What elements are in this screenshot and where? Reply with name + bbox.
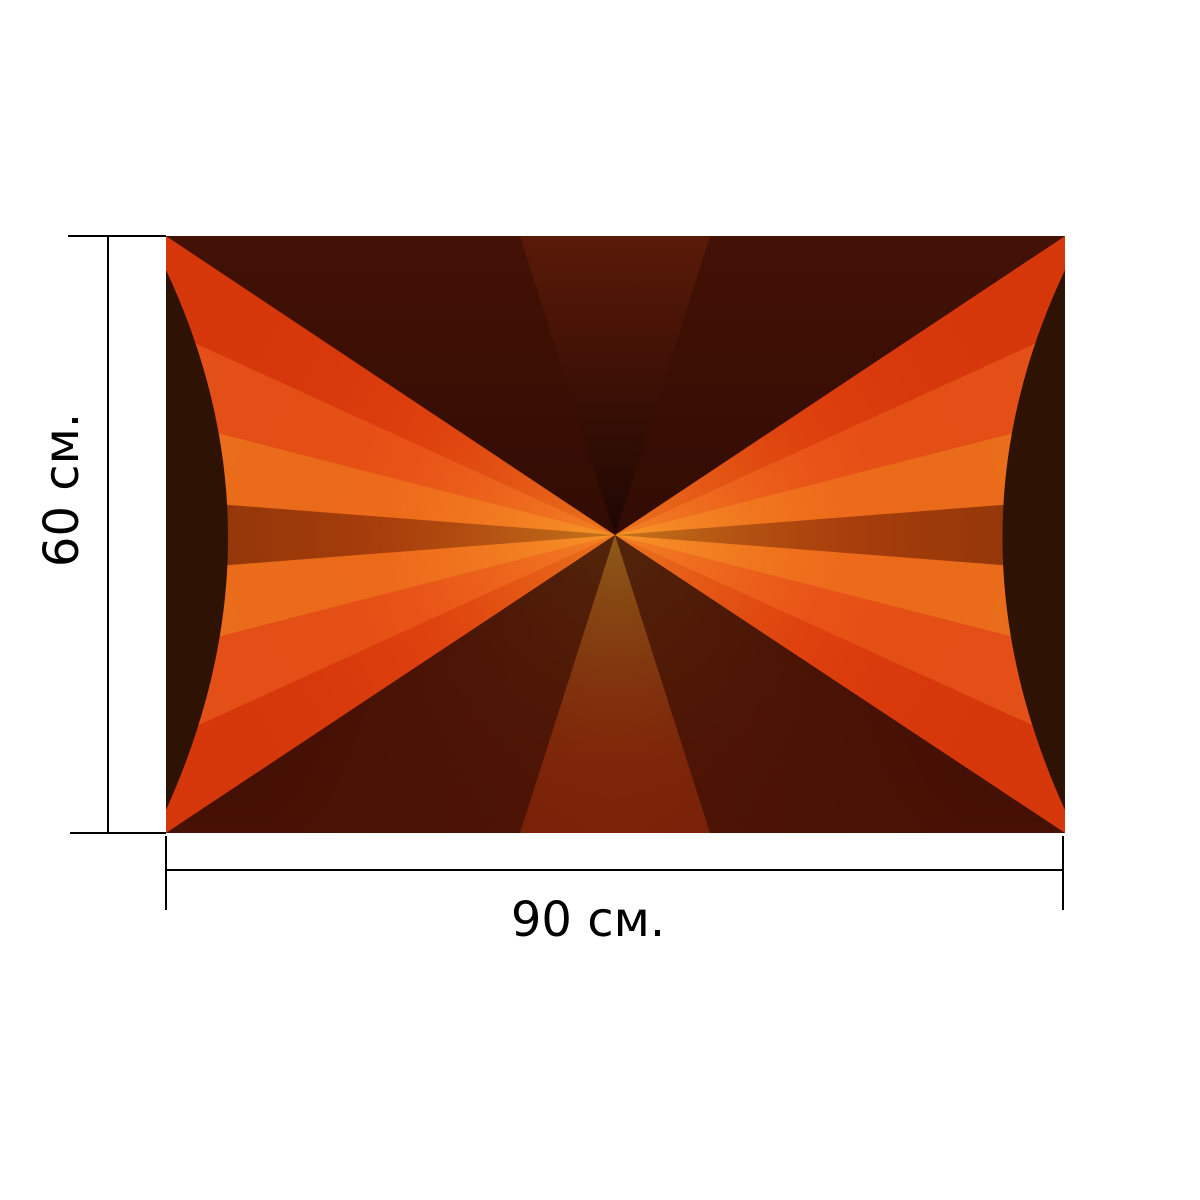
dimension-lines — [68, 235, 1064, 910]
width-label: 90 см. — [511, 892, 665, 948]
artwork — [166, 236, 1065, 833]
height-label: 60 см. — [34, 413, 90, 567]
